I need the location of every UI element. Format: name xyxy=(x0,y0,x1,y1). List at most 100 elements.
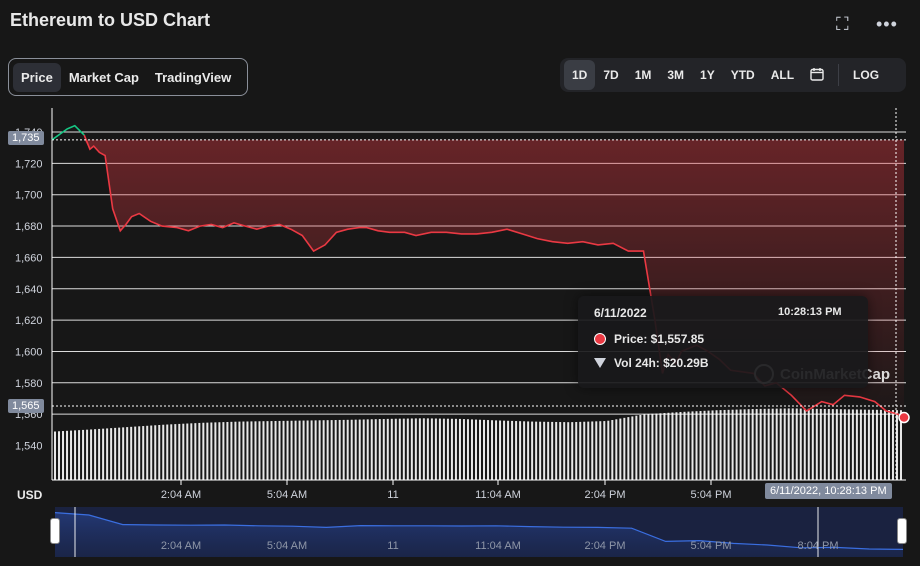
volume-bar xyxy=(863,409,866,480)
volume-bar xyxy=(611,419,614,480)
volume-bar xyxy=(723,409,726,480)
volume-bar xyxy=(206,422,209,480)
volume-bar xyxy=(683,411,686,480)
volume-bar xyxy=(619,418,622,480)
x-axis: 2:04 AM 5:04 AM 11 11:04 AM 2:04 PM 5:04 PM xyxy=(161,480,732,501)
navigator-tick-label: 5:04 AM xyxy=(267,540,307,552)
range-all-button[interactable]: ALL xyxy=(770,68,795,82)
volume-bar xyxy=(398,418,401,480)
volume-bar xyxy=(110,428,113,480)
volume-bar xyxy=(198,422,201,480)
tab-tradingview[interactable]: TradingView xyxy=(154,69,232,85)
volume-bar xyxy=(899,410,902,480)
volume-bar xyxy=(98,428,101,480)
range-ytd-button[interactable]: YTD xyxy=(730,68,755,82)
volume-bar xyxy=(727,409,730,480)
expand-icon[interactable]: ⛶ xyxy=(836,14,849,34)
volume-bar xyxy=(675,412,678,480)
volume-bar xyxy=(519,421,522,480)
volume-bar xyxy=(426,418,429,480)
volume-bar xyxy=(635,415,638,480)
volume-bar xyxy=(803,408,806,480)
tab-market-cap[interactable]: Market Cap xyxy=(68,69,139,85)
volume-bar xyxy=(106,428,109,480)
volume-bar xyxy=(298,420,301,480)
calendar-icon[interactable] xyxy=(802,59,832,92)
volume-bar xyxy=(839,409,842,480)
volume-bar xyxy=(386,418,389,480)
x-tick-label: 2:04 AM xyxy=(161,489,201,501)
volume-bar xyxy=(394,418,397,480)
tab-price[interactable]: Price xyxy=(13,62,61,92)
ellipsis-icon[interactable]: ••• xyxy=(876,14,898,34)
volume-bar xyxy=(479,419,481,480)
volume-bar xyxy=(122,427,125,480)
crosshair-time-tag: 6/11/2022, 10:28:13 PM xyxy=(765,483,892,499)
volume-bar xyxy=(755,408,758,480)
x-tick-label: 5:04 PM xyxy=(691,489,732,501)
volume-bar xyxy=(571,422,574,480)
volume-bar xyxy=(731,409,734,480)
volume-bar xyxy=(438,418,441,480)
y-tick-label: 1,600 xyxy=(15,346,43,358)
volume-bar xyxy=(90,429,93,480)
y-tick-label: 1,540 xyxy=(15,441,43,453)
volume-bar xyxy=(483,419,486,480)
volume-bar xyxy=(278,420,281,480)
volume-bar xyxy=(334,420,337,480)
volume-bar xyxy=(114,427,117,480)
price-dot-icon xyxy=(594,333,606,345)
volume-bar xyxy=(186,423,189,480)
volume-bar xyxy=(643,414,646,480)
volume-bar xyxy=(218,422,221,480)
navigator-right-handle[interactable] xyxy=(897,518,907,544)
volume-bar xyxy=(799,408,802,480)
volume-bar xyxy=(238,421,241,480)
volume-bar xyxy=(583,421,586,480)
volume-bar xyxy=(146,425,149,480)
x-tick-label: 11 xyxy=(387,489,398,501)
volume-bar xyxy=(895,410,898,480)
volume-bar xyxy=(667,412,670,480)
range-1d-button[interactable]: 1D xyxy=(564,60,596,90)
volume-bar xyxy=(258,421,261,480)
volume-bar xyxy=(651,413,654,480)
volume-bar xyxy=(843,409,846,480)
volume-bar xyxy=(270,421,273,480)
volume-bar xyxy=(450,418,453,480)
volume-bar xyxy=(310,420,313,480)
volume-bar xyxy=(499,420,502,480)
volume-bar xyxy=(595,421,598,480)
volume-icon xyxy=(594,358,606,368)
volume-bar xyxy=(74,430,77,480)
navigator-left-handle[interactable] xyxy=(50,518,60,544)
range-1y-button[interactable]: 1Y xyxy=(700,68,715,82)
volume-bar xyxy=(691,411,694,480)
volume-bar xyxy=(374,419,377,480)
range-7d-button[interactable]: 7D xyxy=(603,68,619,82)
volume-bar xyxy=(579,421,582,480)
volume-bar xyxy=(58,431,61,480)
navigator-tick-label: 5:04 PM xyxy=(691,540,732,552)
volume-bar xyxy=(807,408,810,480)
navigator-tick-label: 8:04 PM xyxy=(798,540,839,552)
last-price-tag: 1,565 xyxy=(8,399,44,413)
volume-bar xyxy=(631,416,634,480)
volume-bar xyxy=(306,420,309,480)
volume-bar xyxy=(559,422,562,480)
volume-bar xyxy=(531,421,534,480)
volume-bar xyxy=(767,408,770,480)
price-area xyxy=(52,139,904,418)
volume-bar xyxy=(671,412,674,480)
y-tick-label: 1,660 xyxy=(15,252,43,264)
volume-bar xyxy=(715,410,718,480)
volume-bar xyxy=(871,409,874,480)
volume-bar xyxy=(226,421,229,480)
log-scale-button[interactable]: LOG xyxy=(853,68,880,82)
y-axis: 1,5401,5601,5801,6001,6201,6401,6601,680… xyxy=(15,127,43,453)
range-1m-button[interactable]: 1M xyxy=(634,68,652,82)
range-3m-button[interactable]: 3M xyxy=(667,68,685,82)
volume-bar xyxy=(547,421,550,480)
time-range-selector: 1D 7D 1M 3M 1Y YTD ALL LOG xyxy=(560,58,906,92)
